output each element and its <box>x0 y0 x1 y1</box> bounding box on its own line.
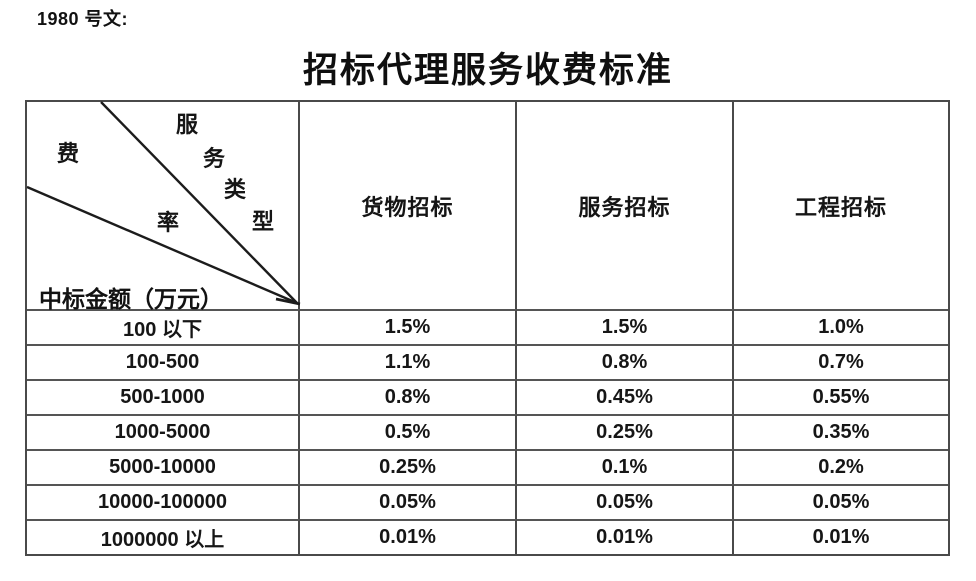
rate-cell: 1.5% <box>601 316 648 338</box>
rate-cell: 0.05% <box>812 491 870 513</box>
table-row: 100-500 1.1% 0.8% 0.7% <box>27 344 948 379</box>
rate-cell: 0.5% <box>384 421 431 443</box>
rate-cell: 0.1% <box>601 456 648 478</box>
axis-top-char: 服 <box>175 112 199 137</box>
table-row: 1000-5000 0.5% 0.25% 0.35% <box>27 414 948 449</box>
amount-cell: 1000000 以上 <box>100 529 225 551</box>
rate-cell: 0.01% <box>812 526 870 548</box>
fee-standard-table: 服 务 类 型 费 率 中标金额（万元） 货物招标 服务招标 工程招标 100 … <box>25 100 950 556</box>
rate-cell: 0.25% <box>379 456 436 478</box>
column-header-service: 服务招标 <box>578 194 671 220</box>
rate-cell: 0.55% <box>812 386 870 408</box>
axis-left-char: 费 <box>56 141 80 166</box>
amount-cell: 5000-10000 <box>109 456 216 478</box>
amount-axis-label: 中标金额（万元） <box>39 287 223 312</box>
rate-cell: 0.25% <box>596 421 653 443</box>
table-row: 5000-10000 0.25% 0.1% 0.2% <box>27 449 948 484</box>
rate-cell: 1.1% <box>384 351 431 373</box>
rate-cell: 0.45% <box>596 386 653 408</box>
table-row: 1000000 以上 0.01% 0.01% 0.01% <box>27 519 948 554</box>
axis-top-char: 类 <box>223 177 247 202</box>
axis-top-char: 型 <box>251 209 275 234</box>
amount-cell: 10000-100000 <box>97 491 227 513</box>
amount-cell: 1000-5000 <box>114 421 211 443</box>
amount-cell: 100-500 <box>125 351 200 373</box>
rate-cell: 0.05% <box>379 491 436 513</box>
rate-cell: 0.05% <box>596 491 653 513</box>
table-header-row: 服 务 类 型 费 率 中标金额（万元） 货物招标 服务招标 工程招标 <box>26 101 948 312</box>
rate-cell: 0.2% <box>818 456 864 478</box>
axis-top-char: 务 <box>202 146 226 171</box>
amount-cell: 500-1000 <box>120 386 205 408</box>
table-row: 10000-100000 0.05% 0.05% 0.05% <box>27 484 948 519</box>
page-title: 招标代理服务收费标准 <box>302 51 673 90</box>
rate-cell: 0.01% <box>596 526 653 548</box>
column-header-engineering: 工程招标 <box>794 194 887 220</box>
rate-cell: 0.35% <box>812 421 870 443</box>
diagonal-header-cell: 服 务 类 型 费 率 中标金额（万元） <box>26 101 301 312</box>
rate-cell: 0.8% <box>384 386 431 408</box>
table-row: 100 以下 1.5% 1.5% 1.0% <box>27 309 948 344</box>
amount-cell: 100 以下 <box>123 319 202 341</box>
rate-cell: 1.0% <box>818 316 864 338</box>
rate-cell: 1.5% <box>384 316 431 338</box>
table-row: 500-1000 0.8% 0.45% 0.55% <box>27 379 948 414</box>
column-header-goods: 货物招标 <box>361 194 454 220</box>
rate-cell: 0.8% <box>601 351 648 373</box>
axis-left-char: 率 <box>156 210 180 235</box>
doc-number-label: 1980 号文: <box>37 9 129 29</box>
rate-cell: 0.01% <box>379 526 436 548</box>
rate-cell: 0.7% <box>818 351 864 373</box>
diagonal-lines-icon <box>26 101 301 306</box>
